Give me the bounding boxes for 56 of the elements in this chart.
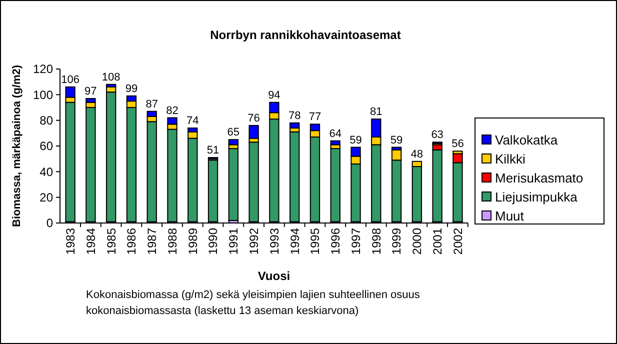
- legend-label: Liejusimpukka: [495, 190, 578, 205]
- y-axis-title: Biomassa, märkäpainoa (g/m2): [11, 64, 23, 228]
- total-label: 76: [248, 112, 260, 124]
- total-label: 65: [227, 126, 240, 139]
- total-label: 51: [206, 144, 220, 157]
- total-label: 97: [84, 86, 97, 98]
- total-label: 87: [146, 98, 158, 110]
- y-tick-label: 120: [32, 62, 54, 76]
- x-tick-label: 1995: [308, 228, 322, 255]
- total-label: 77: [308, 111, 322, 124]
- legend-label: Muut: [495, 208, 524, 224]
- legend-label: Merisukasmato: [495, 170, 584, 186]
- y-tick-label: 80: [40, 114, 54, 128]
- x-tick-label: 1996: [328, 228, 343, 255]
- total-label: 59: [350, 134, 362, 146]
- total-label: 78: [288, 110, 301, 122]
- total-label: 56: [452, 138, 464, 150]
- x-tick-label: 1994: [288, 228, 302, 255]
- x-tick-label: 1993: [267, 228, 282, 255]
- total-label: 59: [390, 134, 403, 146]
- total-label: 81: [370, 106, 382, 118]
- x-tick-label: 1991: [226, 228, 241, 255]
- total-label: 94: [268, 89, 280, 102]
- x-tick-label: 1989: [186, 228, 200, 255]
- x-tick-label: 1997: [348, 228, 363, 255]
- x-tick-label: 1998: [369, 228, 384, 255]
- total-label: 64: [329, 128, 342, 140]
- x-tick-label: 1985: [104, 228, 118, 255]
- y-tick-label: 0: [46, 216, 54, 230]
- total-label: 48: [410, 148, 424, 160]
- x-tick-label: 2002: [450, 228, 465, 255]
- x-tick-label: 1987: [145, 228, 160, 255]
- x-axis-title: Vuosi: [258, 269, 290, 283]
- total-label: 106: [61, 74, 80, 86]
- x-tick-label: 1990: [206, 228, 220, 255]
- text: Kokonaisbiomassa (g/m2) sekä yleisimpien lajien suhteellinen osuus kokonaisbiomassasta (laskettu 13 aseman keskiarvona): [86, 289, 420, 317]
- x-tick-label: 1988: [165, 228, 180, 255]
- y-tick-label: 20: [40, 190, 54, 205]
- total-label: 82: [166, 104, 178, 117]
- x-tick-label: 2000: [410, 228, 424, 255]
- x-tick-label: 2001: [430, 228, 445, 255]
- legend-label: Kilkki: [495, 152, 526, 167]
- total-label: 99: [125, 82, 138, 95]
- x-tick-label: 1983: [63, 228, 78, 255]
- total-label: 74: [186, 115, 199, 128]
- legend-label: Valkokatka: [495, 132, 558, 148]
- x-tick-label: 1999: [390, 228, 404, 255]
- x-tick-label: 1992: [247, 228, 262, 255]
- y-tick-label: 100: [32, 88, 54, 102]
- y-tick-label: 60: [40, 139, 54, 154]
- x-tick-label: 1984: [84, 228, 98, 255]
- total-label: 63: [431, 129, 444, 142]
- total-label: 108: [102, 71, 120, 84]
- x-tick-label: 1986: [124, 228, 139, 255]
- y-tick-label: 40: [40, 164, 54, 179]
- chart-title: Norrbyn rannikkohavaintoasemat: [210, 28, 401, 42]
